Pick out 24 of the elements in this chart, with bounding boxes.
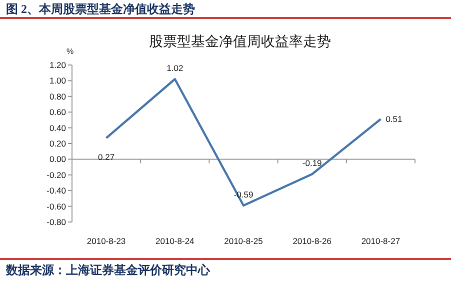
data-label: 0.51 xyxy=(386,114,403,124)
data-label: -0.19 xyxy=(302,158,322,168)
y-tick-label: 0.20 xyxy=(49,138,66,148)
y-tick-label: -0.60 xyxy=(46,201,66,212)
x-tick-label: 2010-8-24 xyxy=(156,236,195,246)
y-tick-label: 1.00 xyxy=(49,76,66,86)
x-tick-label: 2010-8-27 xyxy=(361,236,400,246)
y-axis-title: % xyxy=(66,47,74,56)
chart-title: 股票型基金净值周收益率走势 xyxy=(149,33,331,49)
y-tick-label: 1.20 xyxy=(49,60,66,70)
data-label: 0.27 xyxy=(98,152,115,162)
caption: 图 2、本周股票型基金净值收益走势 xyxy=(6,2,195,16)
y-tick-label: 0.40 xyxy=(49,122,66,133)
y-tick-label: 0.60 xyxy=(49,107,66,118)
y-tick-label: -0.20 xyxy=(46,170,66,180)
source-note: 数据来源：上海证券基金评价研究中心 xyxy=(5,263,211,277)
data-label: 1.02 xyxy=(166,63,184,74)
y-tick-label: -0.40 xyxy=(46,186,66,196)
x-tick-label: 2010-8-23 xyxy=(86,236,126,246)
y-tick-label: 0.80 xyxy=(49,91,66,102)
x-tick-label: 2010-8-26 xyxy=(292,236,332,246)
x-tick-label: 2010-8-25 xyxy=(224,236,264,246)
y-tick-label: -0.80 xyxy=(46,217,66,227)
y-tick-label: 0.00 xyxy=(49,154,66,164)
